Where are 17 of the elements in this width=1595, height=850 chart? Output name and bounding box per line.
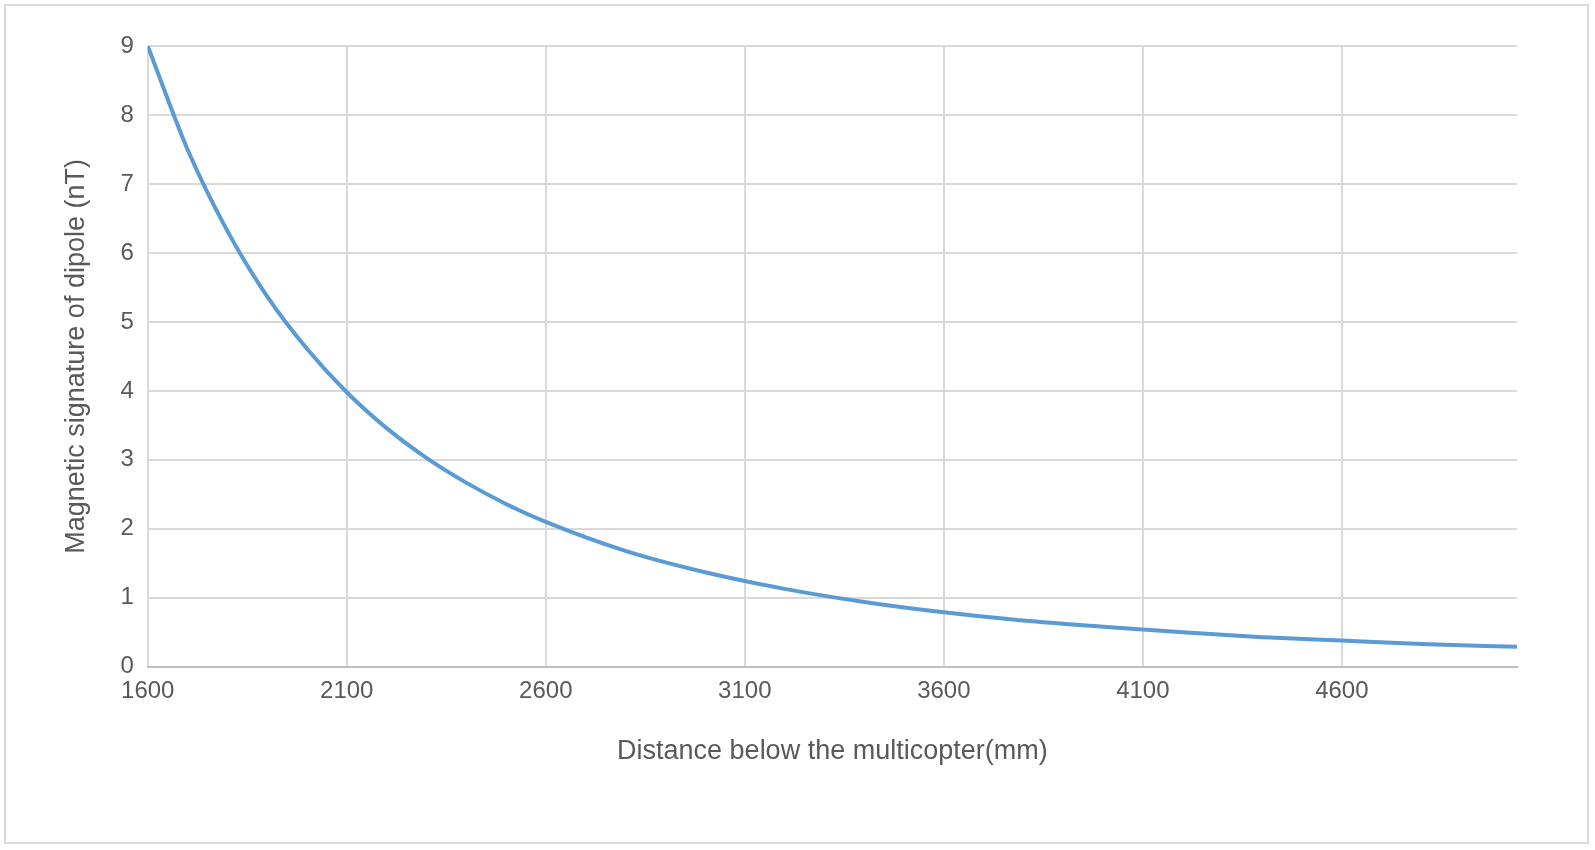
y-tick-label: 4 <box>120 375 134 403</box>
y-tick-label: 8 <box>120 99 134 127</box>
y-tick-label: 7 <box>120 168 134 196</box>
y-tick-label: 6 <box>120 237 134 265</box>
x-tick-label: 3100 <box>718 675 772 703</box>
x-axis-title: Distance below the multicopter(mm) <box>617 735 1048 766</box>
x-tick-label: 4100 <box>1116 675 1170 703</box>
y-tick-label: 9 <box>120 30 134 58</box>
y-tick-label: 3 <box>120 444 134 472</box>
x-tick-label: 4600 <box>1315 675 1369 703</box>
y-tick-label: 2 <box>120 513 134 541</box>
y-tick-label: 5 <box>120 306 134 334</box>
y-axis-title: Magnetic signature of dipole (nT) <box>59 159 90 554</box>
x-tick-label: 3600 <box>917 675 971 703</box>
x-tick-label: 2600 <box>519 675 573 703</box>
x-tick-label: 2100 <box>320 675 374 703</box>
y-tick-label: 1 <box>120 582 134 610</box>
